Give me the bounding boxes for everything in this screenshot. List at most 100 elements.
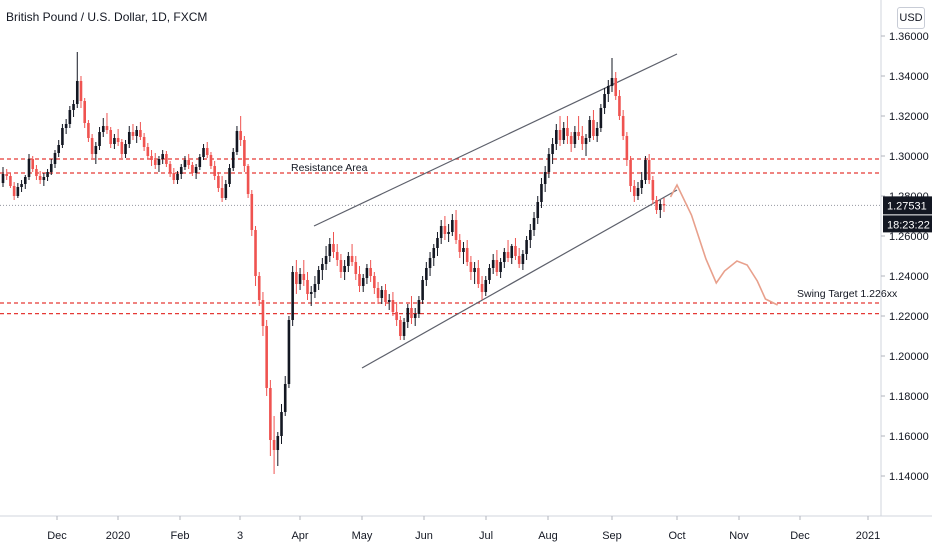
current-price-badge [883, 196, 932, 215]
x-tick-label: Nov [729, 530, 749, 542]
candle-body [135, 130, 138, 136]
candle-body [124, 144, 127, 154]
candle-body [350, 256, 354, 262]
candle-body [142, 137, 146, 147]
candle-body [399, 320, 402, 336]
candle-body [387, 300, 391, 302]
candle-body [454, 220, 458, 240]
candle-body [53, 153, 57, 164]
candle-body [569, 136, 573, 144]
candle-body [228, 168, 231, 184]
candle-body [328, 244, 332, 256]
candle-body [194, 167, 198, 173]
candle-body [436, 238, 439, 248]
candle-body [629, 160, 632, 186]
x-tick-label: Jul [479, 530, 493, 542]
candle-body [306, 280, 309, 294]
candle-body [35, 169, 38, 176]
candle-body [94, 146, 98, 154]
candle-body [439, 226, 443, 238]
candle-body [595, 128, 599, 136]
candle-body [217, 176, 220, 188]
candle-body [369, 268, 372, 276]
candle-body [536, 202, 540, 218]
y-tick-label: 1.24000 [889, 271, 929, 283]
candle-body [61, 128, 64, 145]
current-price-label: 1.27531 [887, 200, 927, 212]
candle-body [257, 276, 261, 300]
candle-body [614, 78, 618, 96]
candle-body [12, 186, 16, 196]
level-label: Resistance Area [291, 162, 368, 174]
candle-body [324, 256, 328, 264]
x-tick-label: Aug [538, 530, 558, 542]
candle-body [491, 260, 495, 268]
y-tick-label: 1.14000 [889, 471, 929, 483]
x-tick-label: Oct [668, 530, 685, 542]
x-tick-label: Dec [47, 530, 67, 542]
candle-body [295, 272, 298, 284]
candle-body [321, 264, 324, 270]
candle-body [302, 274, 306, 280]
candle-body [191, 165, 194, 173]
candle-body [317, 270, 320, 284]
candle-body [391, 300, 395, 312]
candle-body [231, 152, 235, 168]
candle-body [380, 290, 384, 298]
candle-body [246, 166, 250, 194]
candle-body [187, 160, 190, 165]
candle-body [517, 256, 521, 264]
candle-body [127, 132, 131, 144]
candle-body [272, 440, 276, 450]
candle-body [610, 78, 614, 86]
countdown-badge [883, 215, 932, 233]
candle-body [198, 157, 202, 167]
candle-body [543, 172, 547, 184]
candle-body [488, 268, 491, 280]
candle-body [183, 160, 187, 167]
candle-body [465, 248, 469, 262]
x-tick-label: Dec [790, 530, 810, 542]
candle-body [347, 256, 350, 266]
candle-body [313, 284, 317, 292]
x-tick-label: Sep [602, 530, 622, 542]
candle-body [31, 159, 35, 169]
candle-body [651, 180, 655, 200]
candle-body [27, 159, 31, 177]
candle-body [291, 272, 294, 320]
channel-line-upper [313, 53, 678, 227]
candle-body [525, 240, 528, 254]
candle-body [506, 252, 510, 258]
y-tick-label: 1.34000 [889, 71, 929, 83]
candle-body [581, 136, 584, 144]
candle-body [339, 260, 343, 272]
y-tick-label: 1.22000 [889, 311, 929, 323]
candle-body [606, 86, 610, 94]
candle-body [87, 123, 90, 138]
candle-body [551, 144, 554, 154]
candle-body [220, 188, 224, 198]
candle-body [562, 128, 566, 140]
candle-body [443, 226, 447, 234]
candle-body [150, 156, 153, 160]
candle-body [243, 140, 246, 166]
candle-body [5, 174, 9, 176]
candle-body [332, 244, 335, 252]
candle-body [432, 248, 436, 258]
candle-body [358, 274, 361, 286]
candle-body [276, 436, 280, 450]
candle-body [205, 148, 209, 155]
candle-body [139, 130, 142, 137]
candle-body [23, 177, 27, 184]
countdown-label: 18:23:22 [887, 219, 930, 231]
candle-body [157, 159, 161, 165]
candle-body [38, 176, 42, 180]
candle-body [588, 120, 592, 138]
candle-body [410, 308, 413, 318]
currency-button[interactable]: USD [897, 7, 925, 29]
candle-body [540, 184, 543, 202]
candle-body [165, 154, 168, 164]
candle-body [462, 248, 465, 252]
candle-body [376, 288, 380, 298]
candle-body [239, 131, 242, 140]
